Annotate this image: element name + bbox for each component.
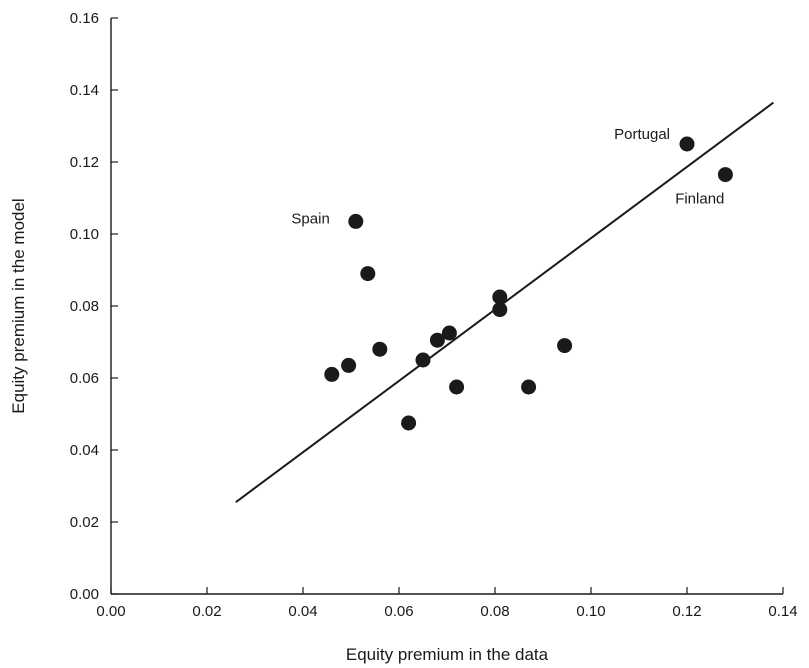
data-point <box>492 289 508 305</box>
data-point <box>441 325 457 341</box>
data-point <box>521 379 537 395</box>
x-tick-label: 0.04 <box>288 603 317 620</box>
y-tick-label: 0.02 <box>70 514 99 531</box>
data-point <box>341 357 357 373</box>
y-tick-label: 0.16 <box>70 10 99 27</box>
point-label: Spain <box>291 210 329 227</box>
x-tick-label: 0.00 <box>96 603 125 620</box>
data-point <box>401 415 417 431</box>
x-tick-label: 0.14 <box>768 603 797 620</box>
axes: 0.00 0.02 0.04 0.06 0.08 0.10 0.12 0.14 0.16 0.00… <box>70 10 798 620</box>
data-point <box>360 266 376 282</box>
y-tick-label: 0.04 <box>70 442 99 459</box>
x-tick-label: 0.10 <box>576 603 605 620</box>
data-point <box>492 302 508 318</box>
y-tick-label: 0.00 <box>70 586 99 603</box>
data-point <box>415 352 431 368</box>
data-point <box>372 341 388 357</box>
y-tick-label: 0.08 <box>70 298 99 315</box>
x-tick-label: 0.02 <box>192 603 221 620</box>
data-point <box>348 213 364 229</box>
x-tick-label: 0.12 <box>672 603 701 620</box>
data-point <box>449 379 465 395</box>
x-axis-label: Equity premium in the data <box>346 645 549 664</box>
x-tick-label: 0.08 <box>480 603 509 620</box>
y-tick-label: 0.12 <box>70 154 99 171</box>
points-group: Spain Portugal Finland <box>291 126 733 431</box>
data-point <box>324 366 340 382</box>
data-point <box>429 332 445 348</box>
data-point <box>679 136 695 152</box>
point-label: Finland <box>675 191 724 208</box>
data-point <box>717 167 733 183</box>
data-point <box>557 338 573 354</box>
y-tick-label: 0.10 <box>70 226 99 243</box>
y-tick-label: 0.14 <box>70 82 99 99</box>
point-label: Portugal <box>614 126 670 143</box>
x-tick-label: 0.06 <box>384 603 413 620</box>
y-tick-label: 0.06 <box>70 370 99 387</box>
y-axis-label: Equity premium in the model <box>9 198 28 413</box>
